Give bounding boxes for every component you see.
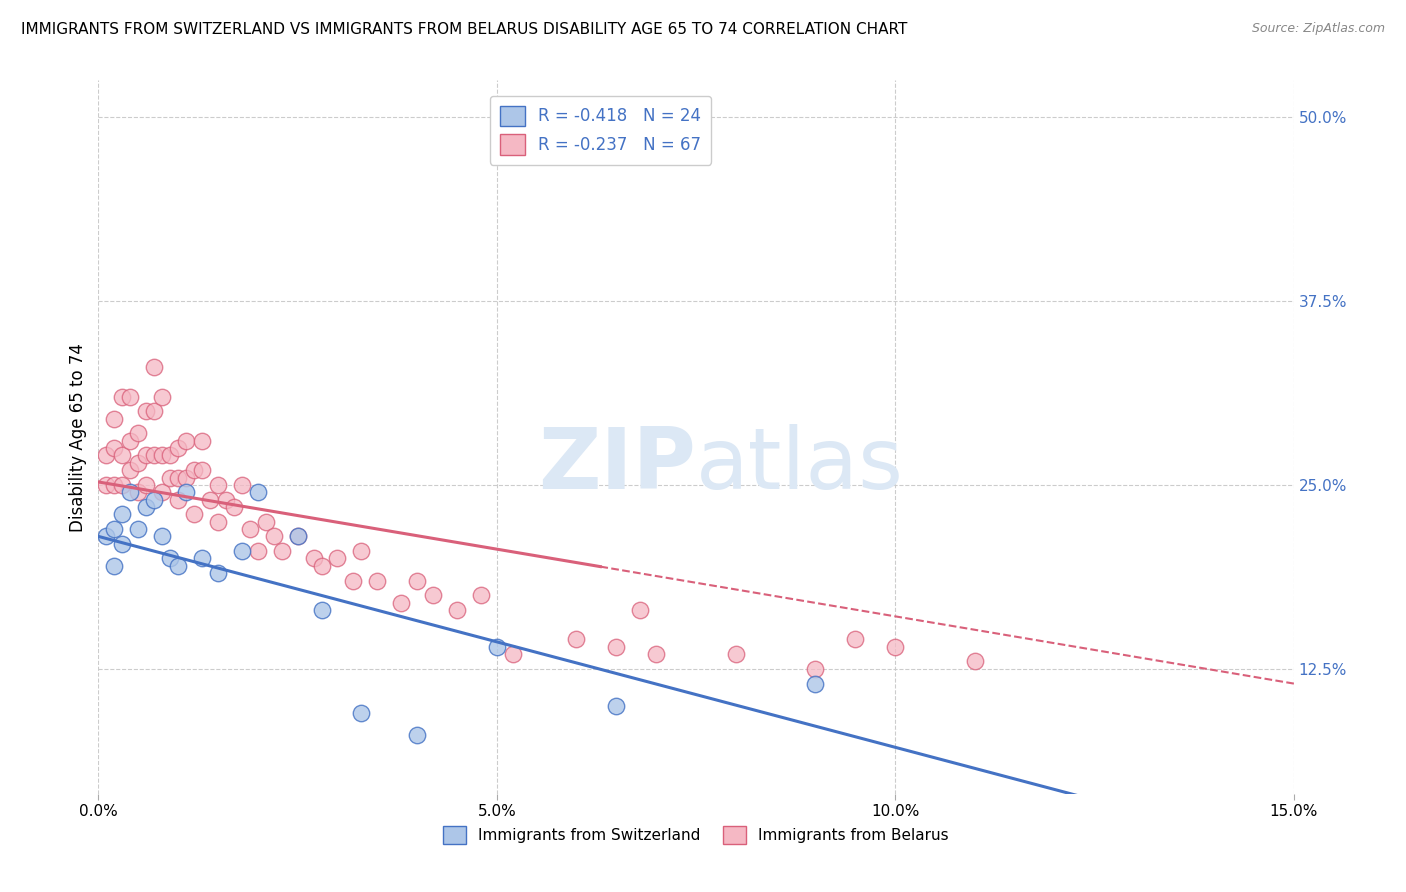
Point xyxy=(446,603,468,617)
Point xyxy=(103,411,125,425)
Point xyxy=(159,551,181,566)
Point xyxy=(215,492,238,507)
Point xyxy=(120,485,142,500)
Point xyxy=(884,640,907,654)
Point xyxy=(103,441,125,455)
Point xyxy=(167,558,190,573)
Point xyxy=(270,544,292,558)
Point xyxy=(111,537,134,551)
Point xyxy=(111,390,134,404)
Point xyxy=(246,544,269,558)
Point xyxy=(150,529,173,543)
Point xyxy=(422,588,444,602)
Point xyxy=(254,515,277,529)
Point xyxy=(96,478,118,492)
Point xyxy=(103,478,125,492)
Point xyxy=(231,544,253,558)
Point xyxy=(207,566,229,581)
Point xyxy=(222,500,245,514)
Point xyxy=(565,632,588,647)
Point xyxy=(963,655,986,669)
Point xyxy=(127,456,149,470)
Point xyxy=(174,470,197,484)
Point xyxy=(724,647,747,661)
Point xyxy=(135,500,157,514)
Point xyxy=(406,574,429,588)
Point xyxy=(470,588,492,602)
Point xyxy=(143,360,166,375)
Text: ZIP: ZIP xyxy=(538,424,696,508)
Point xyxy=(167,470,190,484)
Text: IMMIGRANTS FROM SWITZERLAND VS IMMIGRANTS FROM BELARUS DISABILITY AGE 65 TO 74 C: IMMIGRANTS FROM SWITZERLAND VS IMMIGRANT… xyxy=(21,22,907,37)
Point xyxy=(406,728,429,742)
Point xyxy=(350,544,373,558)
Point xyxy=(207,515,229,529)
Point xyxy=(150,449,173,463)
Point xyxy=(103,558,125,573)
Point xyxy=(239,522,262,536)
Point xyxy=(127,522,149,536)
Point xyxy=(174,434,197,448)
Point xyxy=(350,706,373,720)
Point xyxy=(502,647,524,661)
Text: atlas: atlas xyxy=(696,424,904,508)
Legend: Immigrants from Switzerland, Immigrants from Belarus: Immigrants from Switzerland, Immigrants … xyxy=(437,820,955,850)
Point xyxy=(485,640,508,654)
Point xyxy=(120,463,142,477)
Point xyxy=(143,449,166,463)
Point xyxy=(96,449,118,463)
Point xyxy=(804,662,827,676)
Point xyxy=(159,470,181,484)
Point xyxy=(231,478,253,492)
Point xyxy=(143,404,166,418)
Point xyxy=(135,478,157,492)
Point xyxy=(159,449,181,463)
Point xyxy=(263,529,285,543)
Point xyxy=(174,485,197,500)
Point xyxy=(135,404,157,418)
Point xyxy=(287,529,309,543)
Y-axis label: Disability Age 65 to 74: Disability Age 65 to 74 xyxy=(69,343,87,532)
Point xyxy=(183,463,205,477)
Point xyxy=(111,508,134,522)
Point xyxy=(111,478,134,492)
Point xyxy=(167,441,190,455)
Point xyxy=(605,640,627,654)
Point xyxy=(207,478,229,492)
Point xyxy=(111,449,134,463)
Point xyxy=(120,434,142,448)
Point xyxy=(804,676,827,690)
Point xyxy=(605,698,627,713)
Point xyxy=(645,647,668,661)
Point xyxy=(191,434,214,448)
Point xyxy=(191,551,214,566)
Point xyxy=(183,508,205,522)
Point xyxy=(127,485,149,500)
Point xyxy=(366,574,388,588)
Point xyxy=(127,426,149,441)
Text: Source: ZipAtlas.com: Source: ZipAtlas.com xyxy=(1251,22,1385,36)
Point xyxy=(844,632,866,647)
Point xyxy=(143,492,166,507)
Point xyxy=(103,522,125,536)
Point xyxy=(135,449,157,463)
Point xyxy=(150,485,173,500)
Point xyxy=(287,529,309,543)
Point xyxy=(311,558,333,573)
Point xyxy=(198,492,221,507)
Point xyxy=(96,529,118,543)
Point xyxy=(191,463,214,477)
Point xyxy=(389,596,412,610)
Point xyxy=(167,492,190,507)
Point xyxy=(342,574,364,588)
Point xyxy=(302,551,325,566)
Point xyxy=(150,390,173,404)
Point xyxy=(120,390,142,404)
Point xyxy=(246,485,269,500)
Point xyxy=(628,603,651,617)
Point xyxy=(311,603,333,617)
Point xyxy=(326,551,349,566)
